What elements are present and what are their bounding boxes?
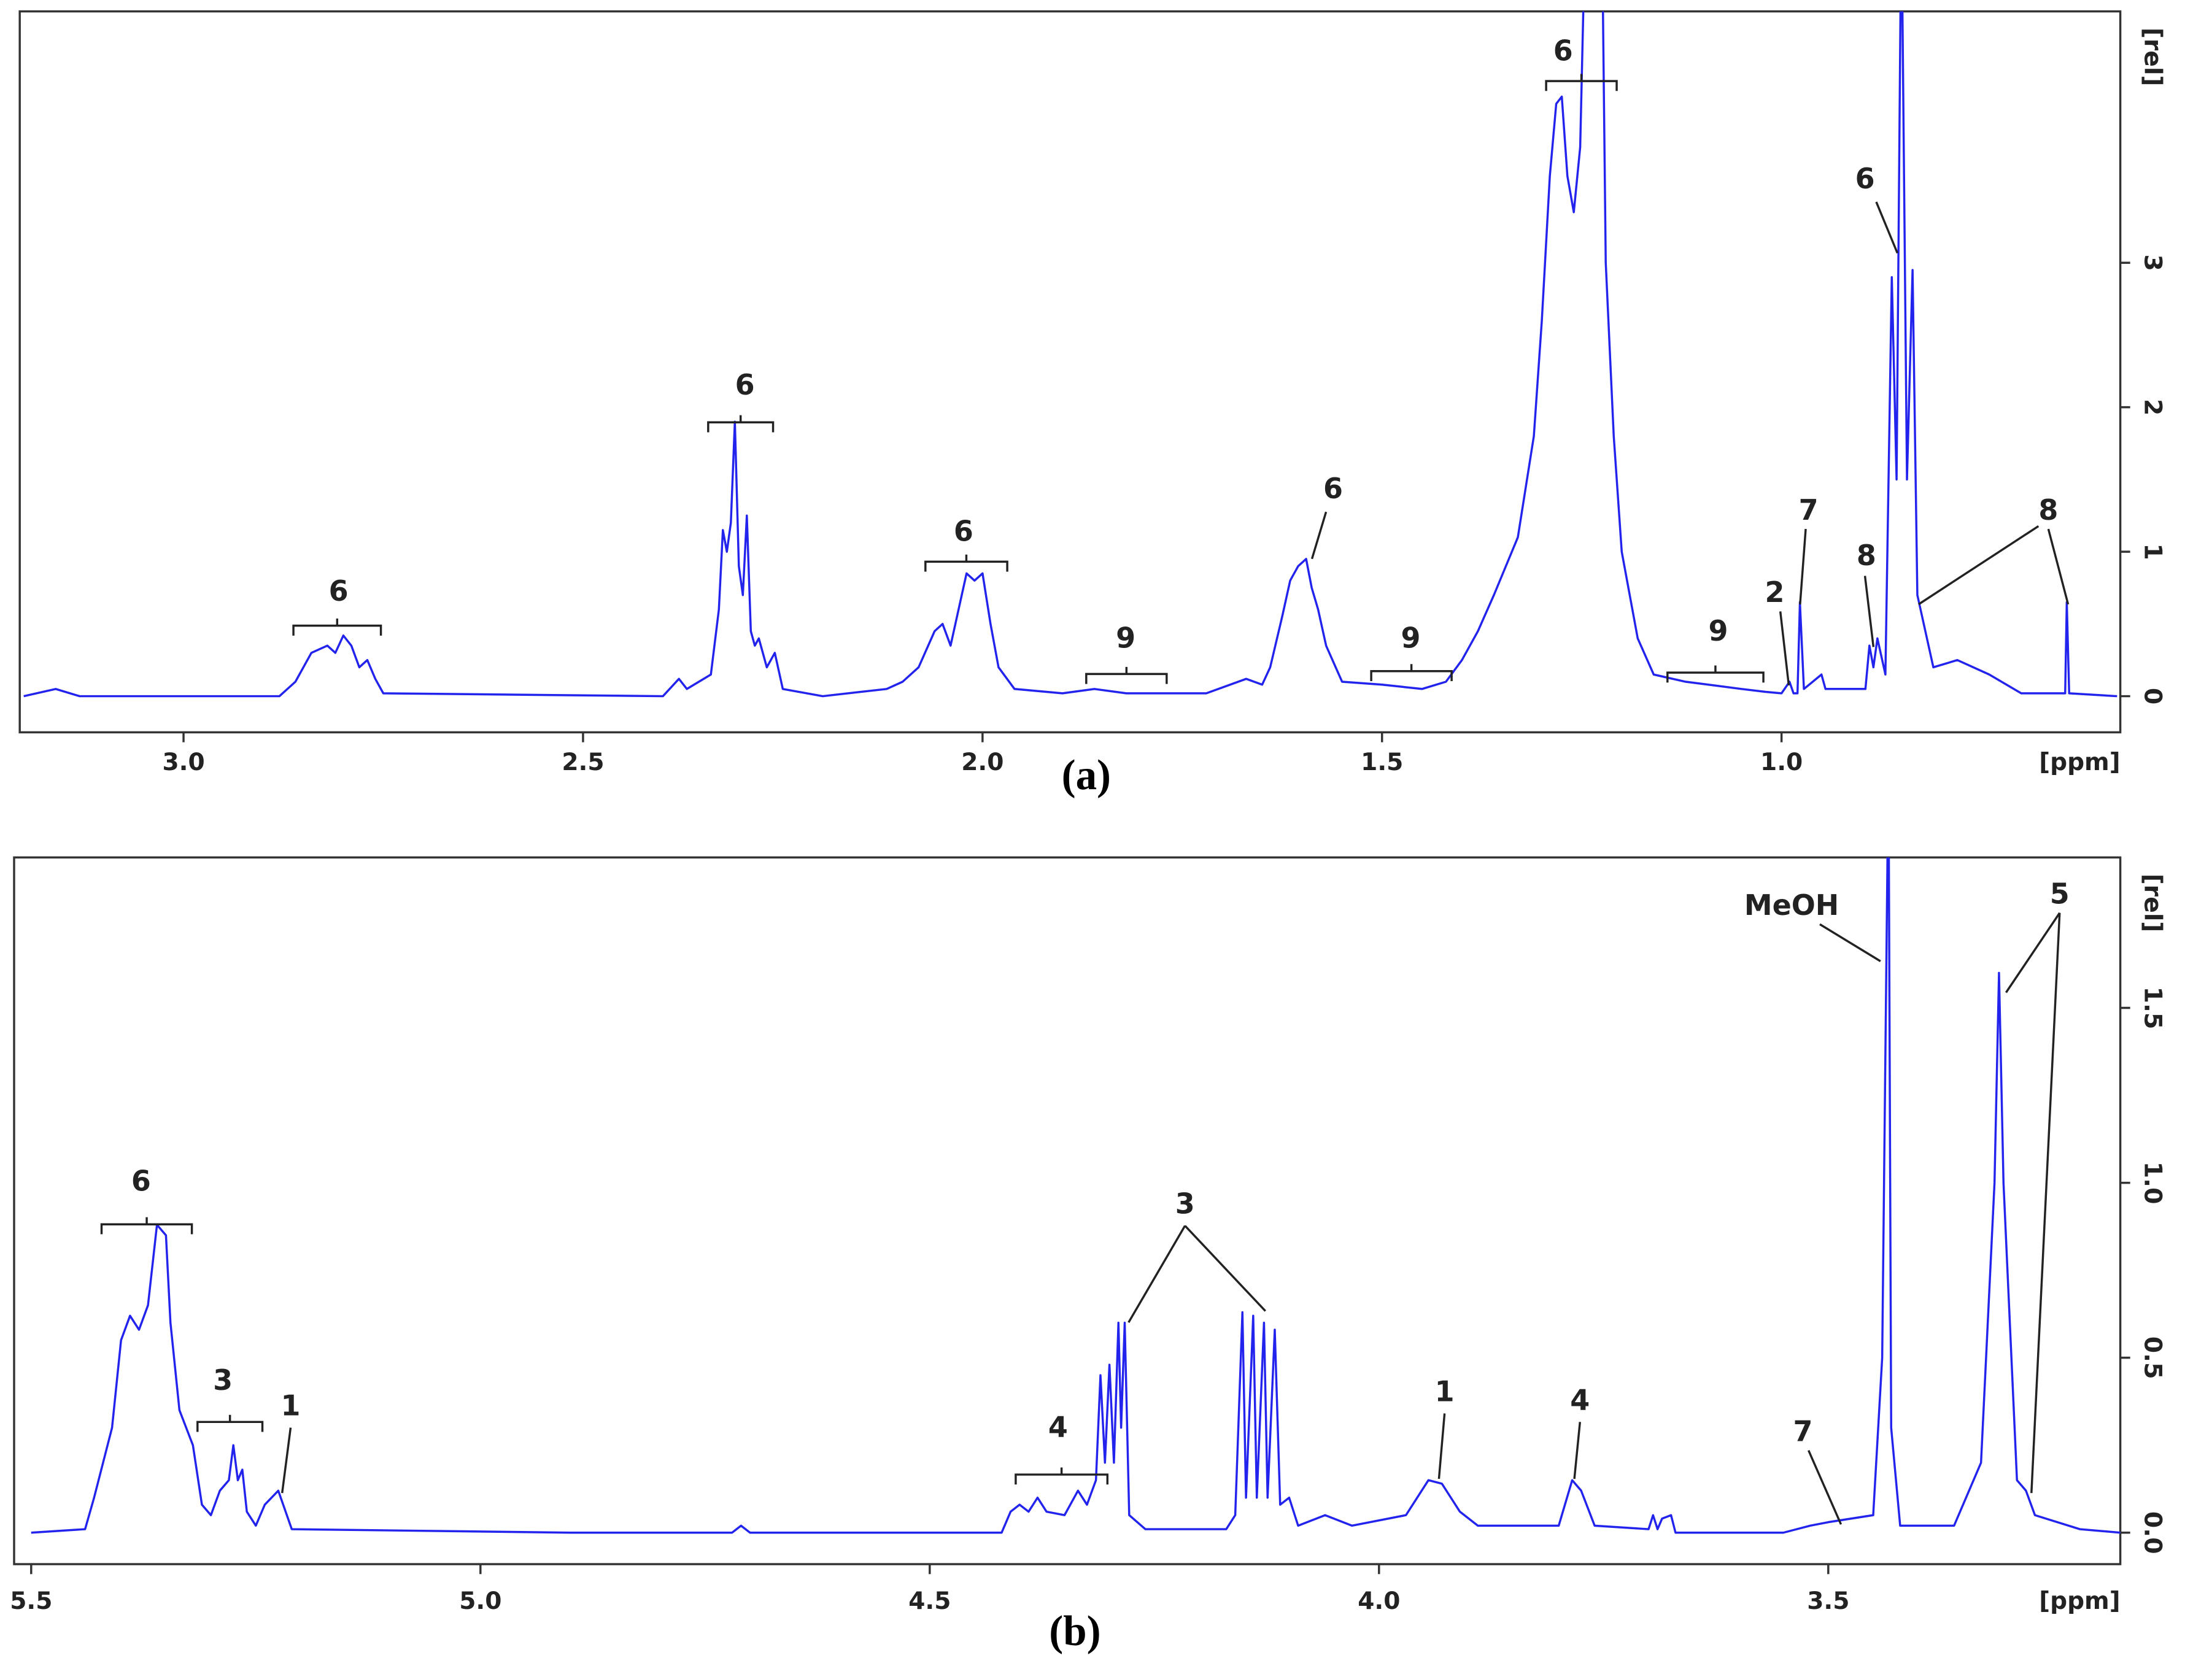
annotation-bracket: [1545, 74, 1618, 91]
peak-annotation: 6: [1323, 472, 1343, 505]
x-tick-label: 4.0: [1358, 1587, 1400, 1615]
annotation-pointer: [1799, 528, 1807, 604]
peak-annotation: 6: [131, 1164, 151, 1197]
peak-annotation: 1: [1435, 1375, 1455, 1408]
peak-annotation: 5: [2050, 877, 2070, 910]
peak-annotation: 2: [1765, 576, 1784, 609]
x-tick-label: 2.5: [562, 749, 604, 776]
y-tick-label: 0.5: [2139, 1336, 2167, 1379]
annotation-pointer: [1127, 1225, 1186, 1323]
annotation-bracket: [1015, 1467, 1109, 1485]
peak-annotation: 6: [954, 514, 973, 547]
y-axis-label: [rel]: [2139, 28, 2167, 87]
annotation-pointer: [2030, 912, 2061, 1494]
annotation-bracket: [1085, 666, 1168, 684]
peak-annotation: 6: [329, 574, 349, 607]
peak-annotation: 9: [1116, 621, 1135, 654]
peak-annotation: 7: [1799, 493, 1819, 526]
peak-annotation: MeOH: [1744, 889, 1839, 922]
x-tick-label: 5.0: [459, 1587, 501, 1615]
peak-annotation: 6: [735, 368, 755, 401]
annotation-pointer: [1808, 1449, 1843, 1525]
annotation-bracket: [1666, 665, 1765, 683]
y-tick-label: 2: [2139, 399, 2167, 415]
x-tick-label: 1.0: [1760, 749, 1803, 776]
annotation-bracket: [292, 619, 382, 636]
peak-annotation: 7: [1793, 1414, 1812, 1448]
annotation-pointer: [1779, 611, 1790, 686]
annotation-pointer: [1437, 1413, 1446, 1479]
annotation-bracket: [924, 554, 1008, 572]
y-tick-label: 0.0: [2139, 1511, 2167, 1554]
peak-annotation: 1: [280, 1389, 300, 1422]
annotation-pointer: [1184, 1225, 1266, 1312]
y-axis-label: [rel]: [2139, 874, 2167, 933]
peak-annotation: 3: [1175, 1187, 1195, 1220]
annotation-pointer: [1863, 576, 1875, 647]
annotation-pointer: [2047, 528, 2070, 605]
annotation-pointer: [1573, 1422, 1582, 1479]
peak-annotation: 9: [1709, 614, 1728, 647]
panel-label: (a): [1062, 751, 1111, 798]
spectrum-line: [31, 857, 2121, 1534]
x-tick-label: 3.5: [1807, 1587, 1849, 1615]
y-tick-label: 1.0: [2139, 1162, 2167, 1205]
y-tick-label: 1.5: [2139, 987, 2167, 1030]
peak-annotation: 6: [1855, 162, 1875, 195]
x-tick-label: 1.5: [1361, 749, 1403, 776]
x-tick-label: 4.5: [908, 1587, 951, 1615]
annotation-bracket: [707, 415, 775, 433]
y-tick-label: 0: [2139, 688, 2167, 704]
annotation-bracket: [100, 1217, 193, 1235]
peak-annotation: 4: [1048, 1410, 1068, 1443]
x-axis-label: [ppm]: [2039, 1587, 2120, 1615]
x-tick-label: 2.0: [961, 749, 1004, 776]
annotation-pointer: [2005, 912, 2061, 993]
peak-annotation: 4: [1570, 1383, 1590, 1416]
plot-frame: [18, 10, 2122, 734]
annotation-pointer: [1875, 201, 1899, 254]
panel-label: (b): [1049, 1607, 1100, 1654]
peak-annotation: 6: [1553, 34, 1573, 67]
annotation-pointer: [1819, 923, 1881, 962]
peak-annotation: 8: [1857, 539, 1876, 572]
plot-frame: [13, 856, 2122, 1565]
annotation-pointer: [1310, 511, 1328, 560]
annotation-pointer: [280, 1427, 292, 1494]
spectrum-line: [23, 11, 2117, 698]
x-axis-label: [ppm]: [2039, 749, 2120, 776]
peak-annotation: 9: [1401, 621, 1420, 654]
annotation-bracket: [1370, 664, 1453, 681]
x-tick-label: 3.0: [162, 749, 204, 776]
y-tick-label: 3: [2139, 255, 2167, 271]
peak-annotation: 3: [213, 1363, 233, 1397]
annotation-pointer: [1917, 525, 2040, 606]
plot-area: [31, 857, 2121, 1534]
peak-annotation: 8: [2038, 493, 2058, 526]
annotation-bracket: [196, 1414, 264, 1432]
x-tick-label: 5.5: [10, 1587, 52, 1615]
plot-area: [23, 11, 2117, 698]
y-tick-label: 1: [2139, 543, 2167, 560]
